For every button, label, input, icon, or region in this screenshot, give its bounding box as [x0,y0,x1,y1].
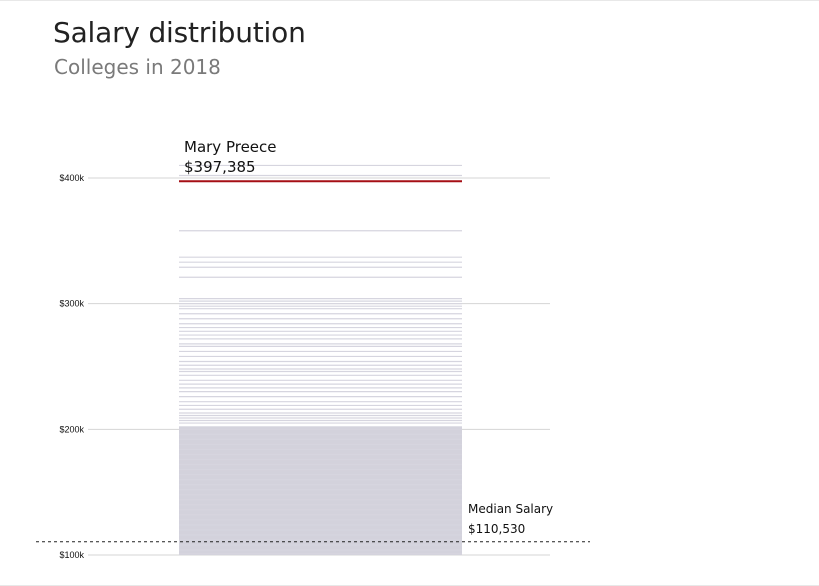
dense-distribution-block [179,426,462,555]
highlight-value: $397,385 [184,158,256,176]
y-tick-label: $300k [59,299,84,309]
chart-subtitle: Colleges in 2018 [54,55,221,79]
y-axis: $100k $200k $300k $400k [59,173,84,560]
highlight-name: Mary Preece [184,138,277,156]
median-group: Median Salary $110,530 [36,502,590,543]
chart-title: Salary distribution [53,16,306,49]
highlight-group: Mary Preece $397,385 [179,138,462,183]
y-tick-label: $100k [59,550,84,560]
salary-lines [179,164,462,555]
y-tick-label: $200k [59,424,84,434]
top-border [0,0,819,1]
median-value: $110,530 [468,522,525,536]
y-tick-label: $400k [59,173,84,183]
median-label: Median Salary [468,502,553,516]
